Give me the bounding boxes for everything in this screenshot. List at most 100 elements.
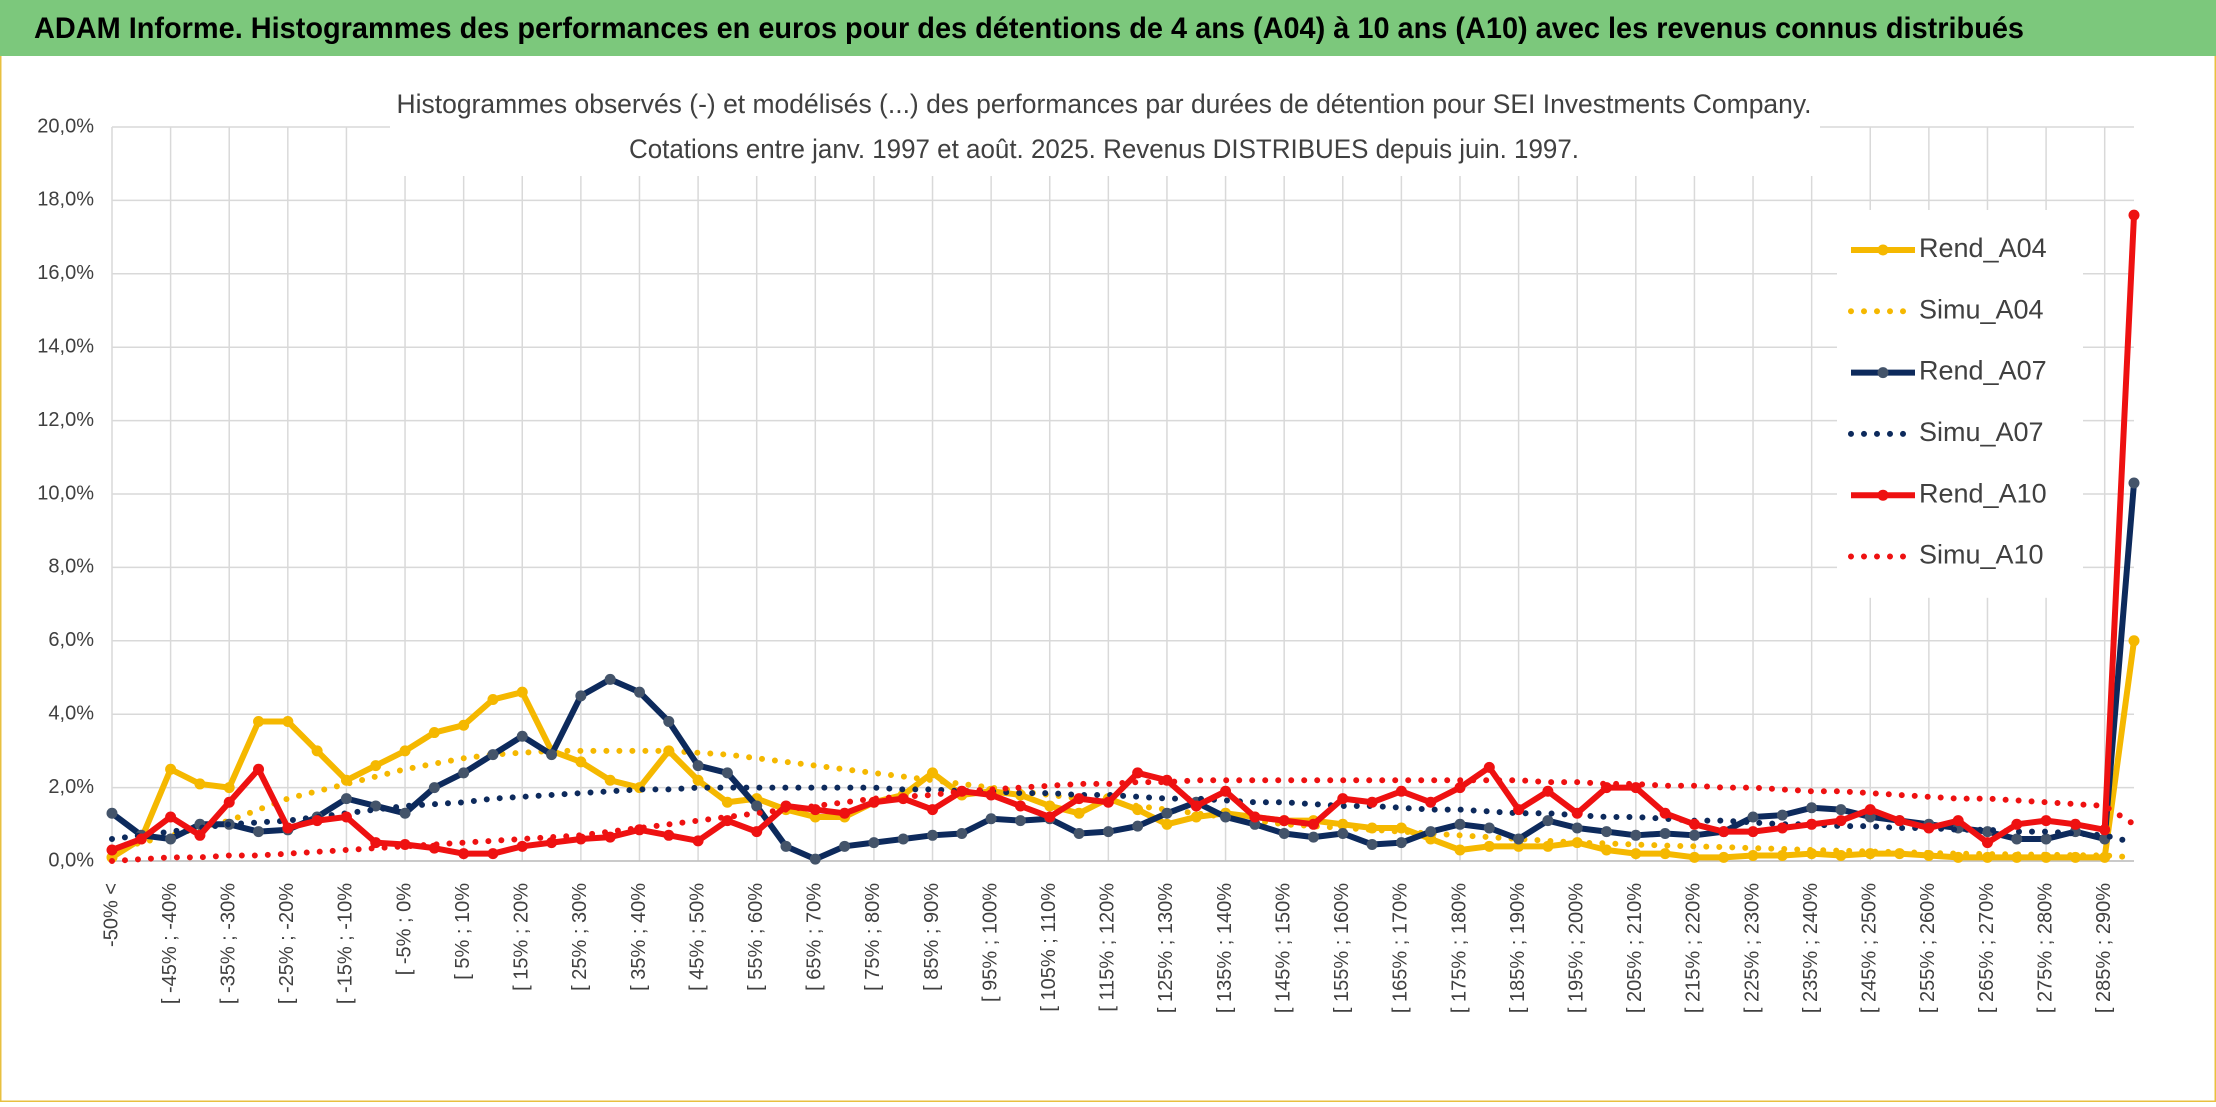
point <box>399 807 411 819</box>
point <box>340 793 352 805</box>
point <box>1776 809 1788 821</box>
point <box>1395 785 1407 797</box>
x-tick-label: [ 175% ; 180% <box>1448 883 1470 1013</box>
point <box>1688 829 1700 841</box>
y-tick-label: 18,0% <box>37 189 94 211</box>
point <box>516 686 528 698</box>
point <box>1307 818 1319 830</box>
point <box>1688 818 1700 830</box>
point <box>165 811 177 823</box>
point <box>633 686 645 698</box>
x-tick-label: [ 105% ; 110% <box>1038 883 1060 1012</box>
point <box>1395 837 1407 849</box>
point <box>458 719 470 731</box>
point <box>1366 796 1378 808</box>
point <box>751 826 763 838</box>
point <box>106 807 118 819</box>
point <box>1981 826 1993 838</box>
point <box>194 778 206 790</box>
point <box>1542 785 1554 797</box>
point <box>1864 804 1876 816</box>
point <box>458 848 470 860</box>
point <box>253 763 265 775</box>
point <box>927 804 939 816</box>
point <box>311 815 323 827</box>
point <box>604 774 616 786</box>
y-tick-label: 4,0% <box>48 702 94 724</box>
point <box>1601 844 1613 856</box>
point <box>428 782 440 794</box>
point <box>282 716 294 728</box>
point <box>2128 477 2140 489</box>
point <box>575 690 587 702</box>
point <box>1454 818 1466 830</box>
x-tick-label: [ 285% ; 290% <box>2093 883 2115 1013</box>
point <box>1454 782 1466 794</box>
point <box>1161 807 1173 819</box>
point <box>1278 815 1290 827</box>
x-tick-label: [ 95% ; 100% <box>979 883 1001 1002</box>
point <box>575 756 587 768</box>
x-tick-label: [ 205% ; 210% <box>1624 883 1646 1013</box>
legend-label: Rend_A07 <box>1919 356 2047 386</box>
point <box>692 835 704 847</box>
point <box>516 840 528 852</box>
x-tick-label: [ 225% ; 230% <box>1741 883 1763 1013</box>
point <box>809 853 821 865</box>
series-line <box>109 747 2137 861</box>
point <box>1278 827 1290 839</box>
point <box>2040 815 2052 827</box>
point <box>1425 796 1437 808</box>
chart-subtitle: Histogrammes observés (-) et modélisés (… <box>397 89 1812 119</box>
point <box>2099 824 2111 836</box>
series-line <box>109 777 2137 864</box>
point <box>1395 822 1407 834</box>
point <box>1630 848 1642 860</box>
point <box>1835 815 1847 827</box>
x-tick-label: [ 65% ; 70% <box>804 883 826 991</box>
point <box>106 844 118 856</box>
point <box>311 745 323 757</box>
x-tick-label: [ 195% ; 200% <box>1565 883 1587 1013</box>
x-tick-label: [ -35% ; -30% <box>217 883 239 1004</box>
point <box>1601 826 1613 838</box>
legend-label: Simu_A07 <box>1919 417 2044 447</box>
point <box>721 796 733 808</box>
y-tick-label: 12,0% <box>37 409 94 431</box>
x-tick-label: [ 165% ; 170% <box>1390 883 1412 1013</box>
point <box>663 716 675 728</box>
x-tick-label: [ 265% ; 270% <box>1976 883 1998 1013</box>
page-title: ADAM Informe. Histogrammes des performan… <box>34 12 2024 45</box>
point <box>487 749 499 761</box>
point <box>1571 807 1583 819</box>
point <box>1483 840 1495 852</box>
point <box>1132 820 1144 832</box>
point <box>692 760 704 772</box>
point <box>1044 811 1056 823</box>
point <box>1952 815 1964 827</box>
point <box>165 763 177 775</box>
point <box>370 837 382 849</box>
point <box>1513 833 1525 845</box>
point <box>1659 827 1671 839</box>
point <box>1102 796 1114 808</box>
x-tick-label: [ -25% ; -20% <box>276 883 298 1004</box>
x-tick-label: [ 25% ; 30% <box>569 883 591 991</box>
subtitle-bg <box>390 86 1820 176</box>
point <box>1454 844 1466 856</box>
legend-label: Simu_A10 <box>1919 540 2044 570</box>
point <box>1776 849 1788 861</box>
x-tick-label: [ 185% ; 190% <box>1507 883 1529 1013</box>
x-tick-label: [ 215% ; 220% <box>1683 883 1705 1013</box>
y-tick-label: 20,0% <box>37 115 94 137</box>
point <box>1835 804 1847 816</box>
x-tick-label: [ 275% ; 280% <box>2034 883 2056 1013</box>
point <box>2128 209 2140 221</box>
legend-label: Rend_A04 <box>1919 233 2047 263</box>
series-line <box>110 482 2137 863</box>
point <box>1630 829 1642 841</box>
point <box>516 730 528 742</box>
point <box>1220 785 1232 797</box>
